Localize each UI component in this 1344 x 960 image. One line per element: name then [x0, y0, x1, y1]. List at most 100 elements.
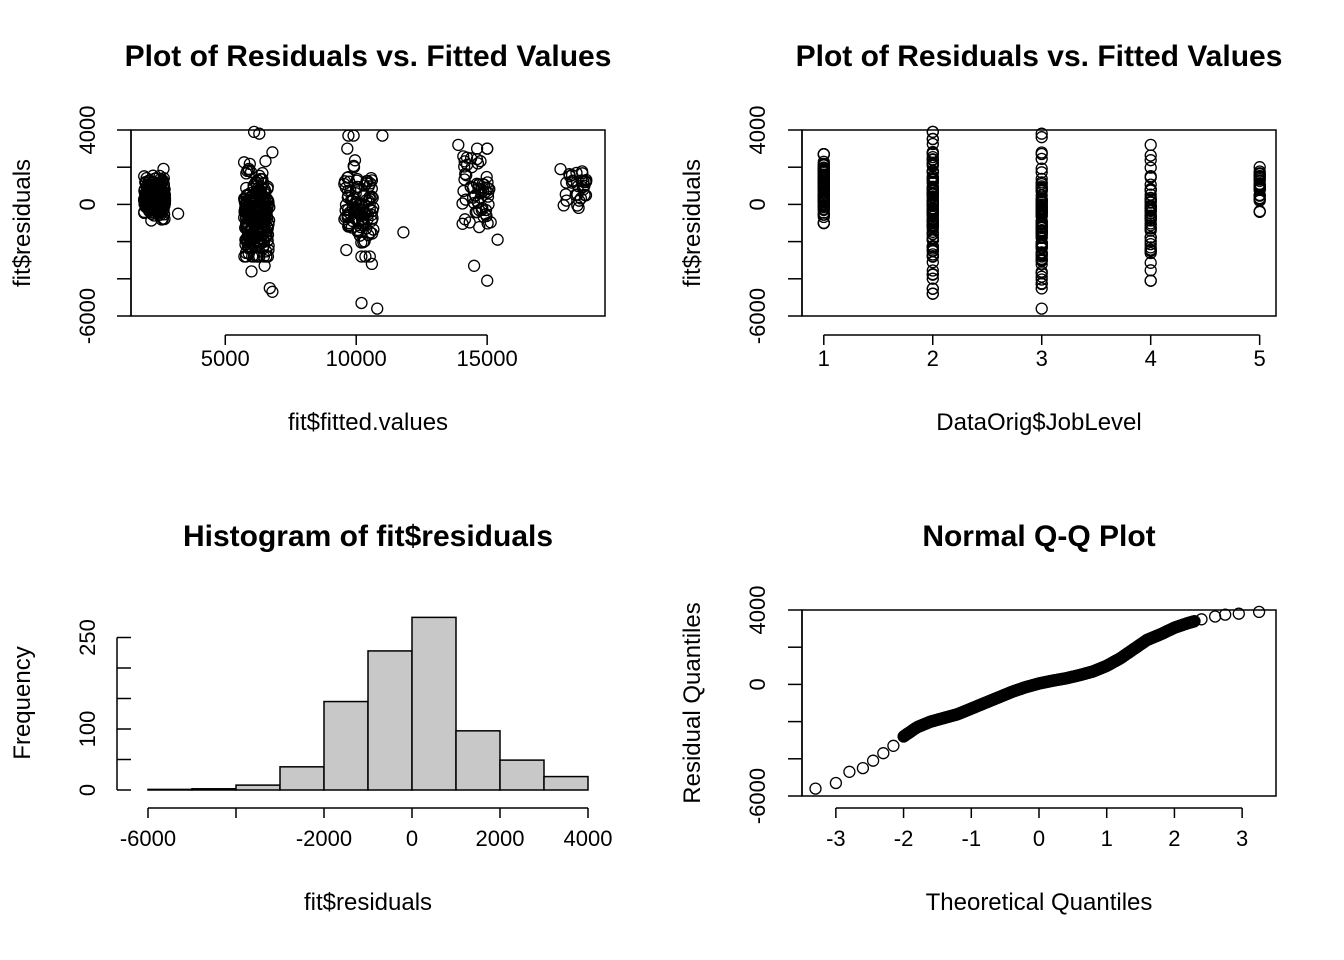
x-tick-label: 5 [1254, 346, 1266, 371]
data-point [560, 194, 573, 207]
data-point [817, 155, 830, 168]
residual-histogram-panel: Histogram of fit$residuals fit$residuals… [9, 520, 612, 916]
data-point [473, 220, 486, 234]
histogram-bar [323, 700, 369, 791]
data-point [253, 169, 266, 182]
x-tick-label: 2 [1168, 826, 1180, 851]
y-axis-label: Residual Quantiles [679, 602, 706, 803]
data-point [1144, 219, 1157, 232]
data-point [1253, 161, 1266, 174]
data-point [926, 147, 939, 160]
data-point [554, 162, 567, 176]
data-point [356, 212, 369, 225]
data-point [256, 166, 269, 180]
data-point [242, 162, 255, 176]
data-point [1035, 273, 1048, 286]
x-tick-label: -6000 [120, 826, 176, 851]
data-point [140, 190, 153, 203]
x-axis-label: Theoretical Quantiles [926, 889, 1153, 916]
data-point [572, 201, 585, 215]
data-point [342, 217, 356, 230]
data-point [347, 129, 360, 142]
x-axis-label: fit$residuals [304, 889, 432, 916]
data-point [817, 164, 830, 177]
data-point [1035, 265, 1048, 278]
data-point [866, 754, 880, 767]
data-point [1195, 613, 1208, 626]
data-point [1035, 238, 1048, 251]
chart-title: Plot of Residuals vs. Fitted Values [125, 40, 612, 73]
data-point [1144, 274, 1157, 287]
x-tick-label: 0 [1033, 826, 1045, 851]
data-point [1253, 205, 1266, 218]
y-tick-label: 0 [75, 784, 100, 796]
data-point [346, 194, 359, 208]
data-point [460, 151, 474, 164]
data-point [365, 182, 378, 195]
data-point [926, 198, 939, 211]
data-point [1035, 177, 1048, 191]
data-point [363, 250, 376, 263]
data-point [247, 179, 260, 192]
data-point [171, 207, 185, 220]
data-point [926, 132, 939, 146]
x-tick-label: 2 [927, 346, 939, 371]
x-tick-label: 2000 [476, 826, 525, 851]
data-point [365, 257, 379, 271]
data-point [350, 174, 363, 187]
data-point [926, 272, 939, 285]
histogram-bar [191, 788, 237, 791]
data-point [348, 154, 362, 167]
data-point [458, 173, 471, 186]
data-point [1035, 131, 1048, 144]
data-point [1144, 209, 1157, 223]
chart-title: Histogram of fit$residuals [183, 520, 553, 553]
y-tick-label: -6000 [75, 288, 100, 344]
data-point [856, 761, 870, 775]
data-point [481, 190, 495, 203]
data-point [926, 248, 939, 261]
data-point [1144, 264, 1157, 277]
data-point [157, 199, 170, 212]
data-point [1144, 234, 1157, 248]
data-point [244, 206, 257, 219]
data-point [352, 180, 365, 194]
data-point [480, 170, 493, 184]
data-point [472, 178, 485, 191]
data-point [245, 265, 258, 278]
data-point [459, 167, 472, 181]
data-point [347, 160, 361, 174]
data-point [1144, 203, 1157, 216]
histogram-bar [367, 650, 413, 791]
histogram-bar [147, 788, 193, 791]
x-tick-label: 10000 [326, 346, 387, 371]
data-point [1253, 189, 1266, 202]
data-point [484, 216, 497, 229]
histogram-bar [499, 759, 545, 791]
data-point [250, 214, 264, 228]
data-point [247, 125, 261, 139]
data-point [578, 188, 591, 202]
data-point [926, 170, 939, 183]
data-point [566, 174, 579, 187]
data-point [266, 285, 279, 298]
plot-frame [801, 609, 1277, 797]
data-point [926, 222, 939, 235]
data-point [355, 250, 368, 263]
data-point [1253, 167, 1266, 180]
data-point [481, 274, 494, 287]
x-tick-label: -2 [894, 826, 914, 851]
data-point [926, 287, 939, 300]
data-point [397, 226, 410, 239]
data-point [887, 739, 900, 752]
data-point [365, 174, 379, 187]
x-tick-label: 1 [1101, 826, 1113, 851]
y-tick-label: 0 [745, 678, 770, 690]
data-point [244, 236, 257, 249]
data-point [474, 191, 487, 205]
data-point [1035, 302, 1048, 315]
data-point [926, 256, 939, 269]
data-point [364, 177, 377, 190]
data-point [809, 782, 822, 795]
